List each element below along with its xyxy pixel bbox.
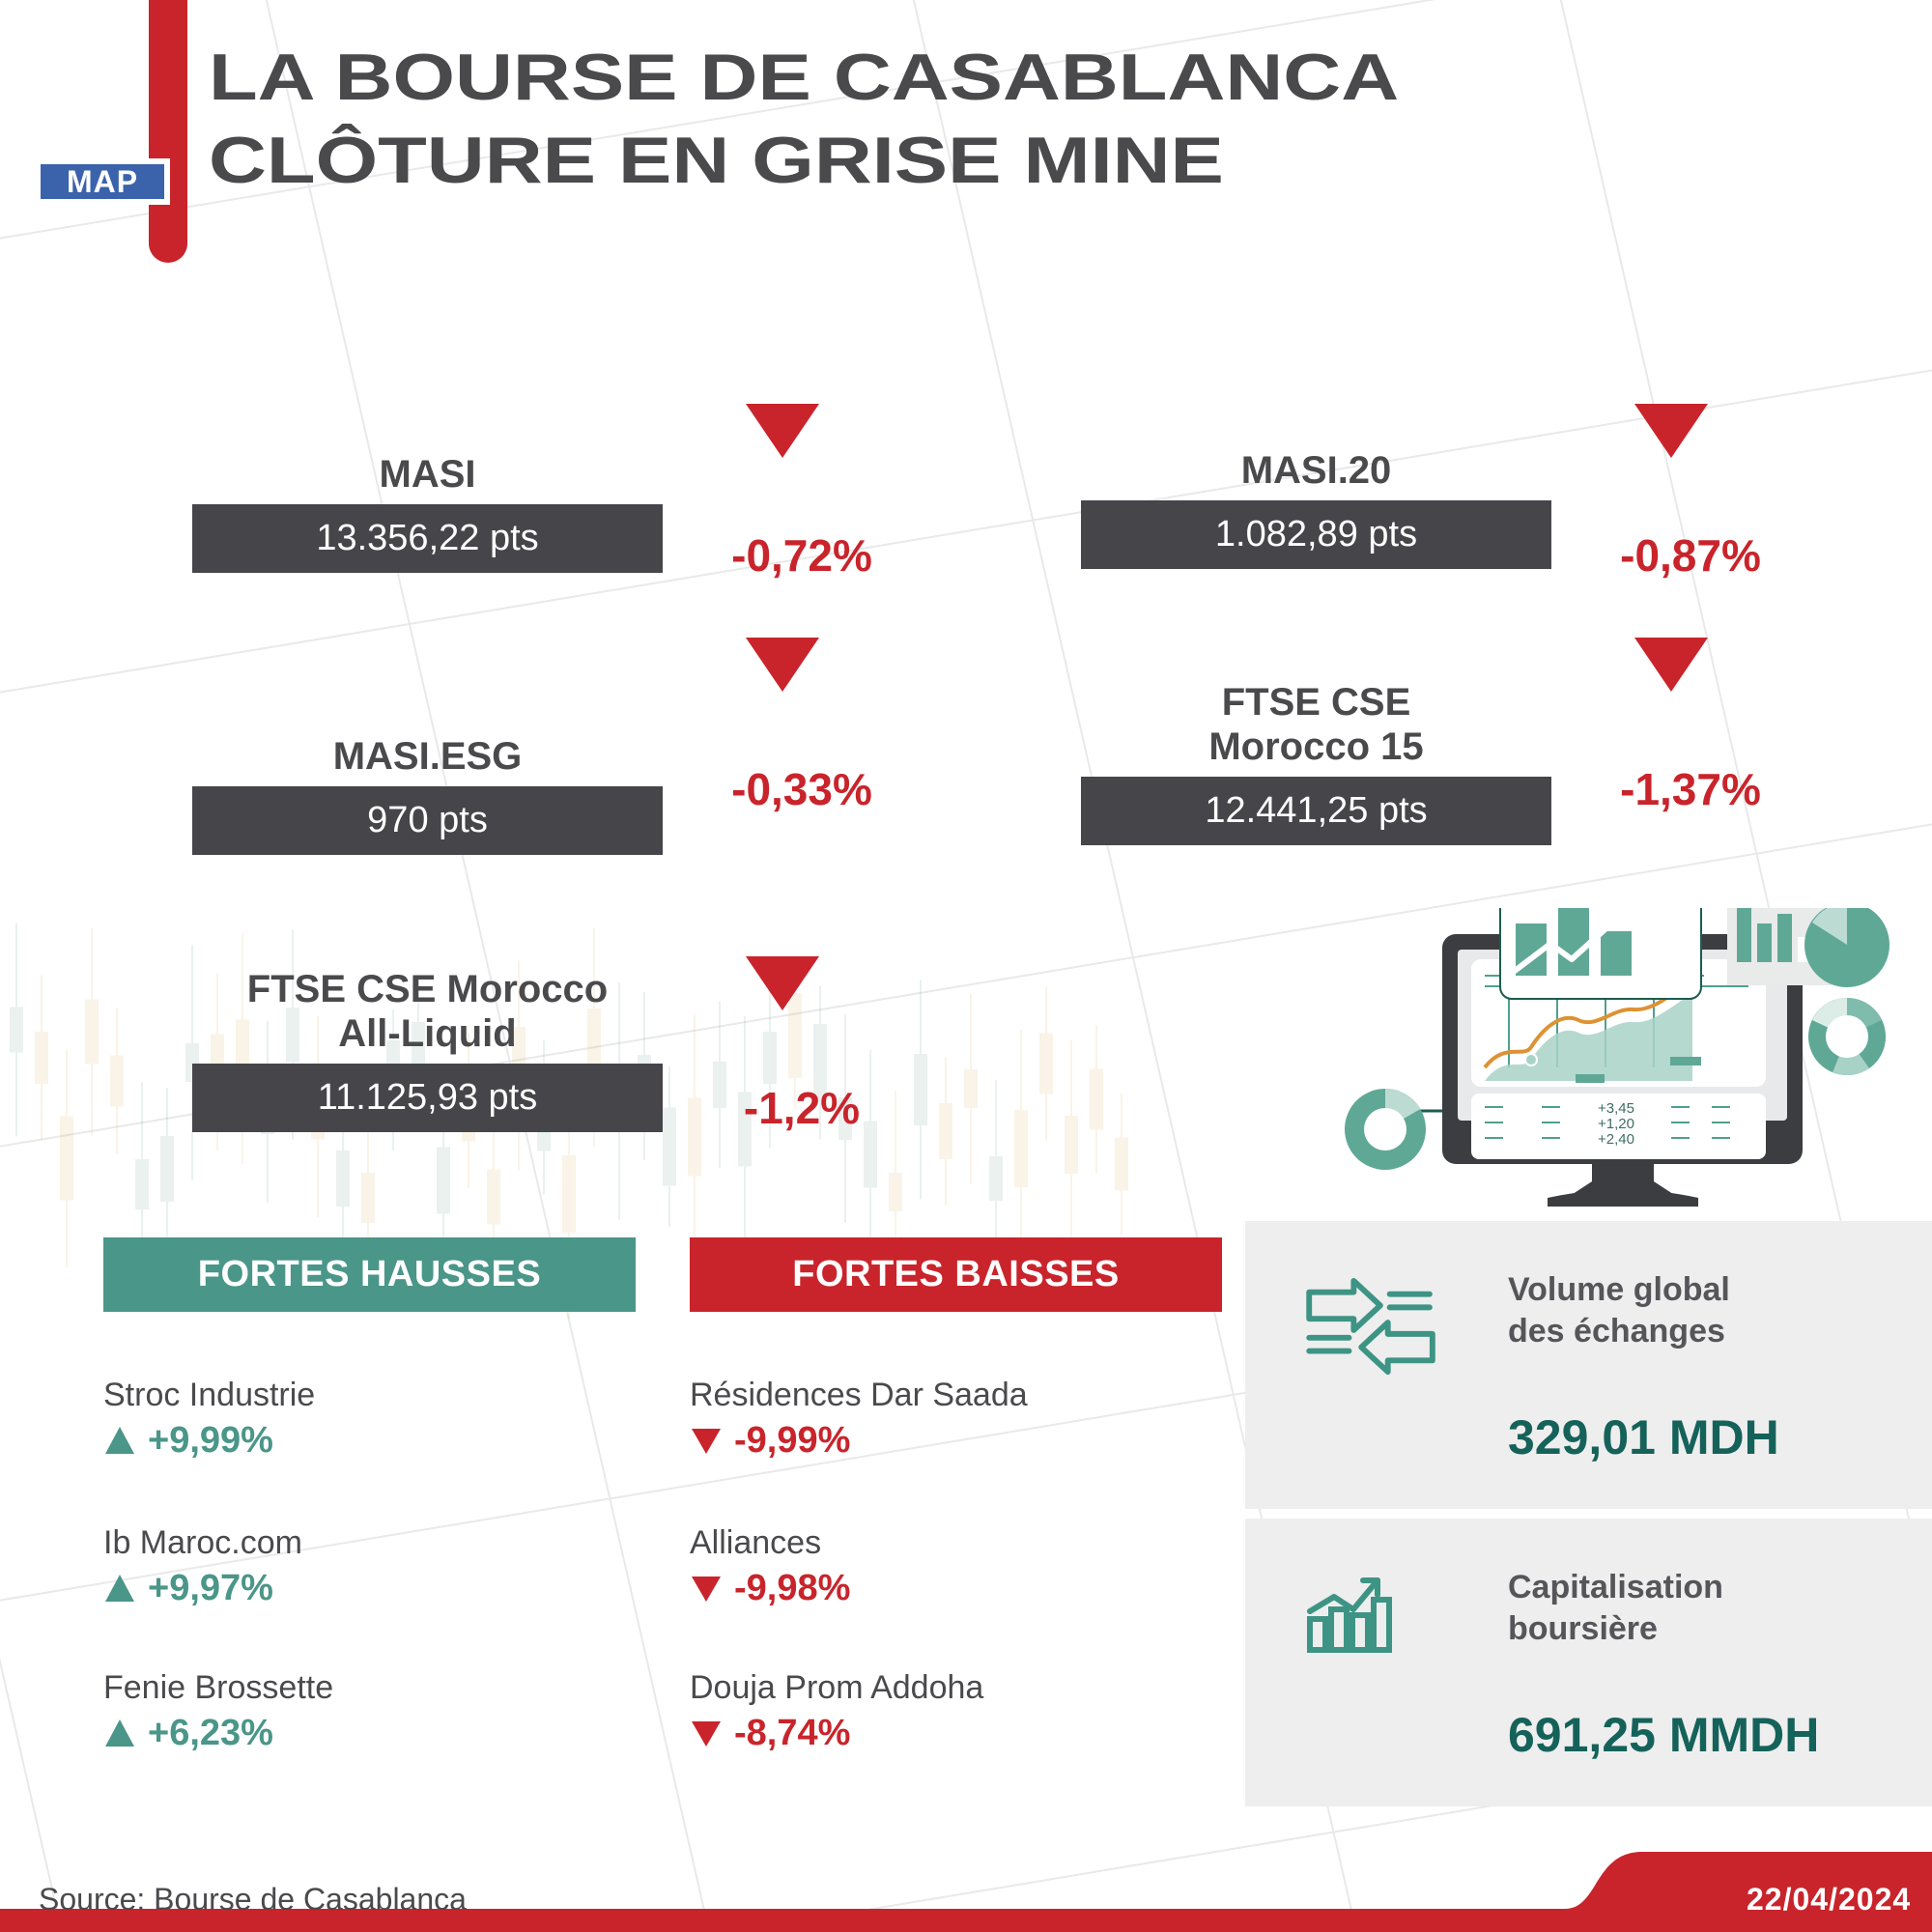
svg-text:+2,40: +2,40: [1598, 1131, 1634, 1148]
svg-text:+3,45: +3,45: [1598, 1100, 1634, 1117]
svg-text:+1,20: +1,20: [1598, 1116, 1634, 1132]
